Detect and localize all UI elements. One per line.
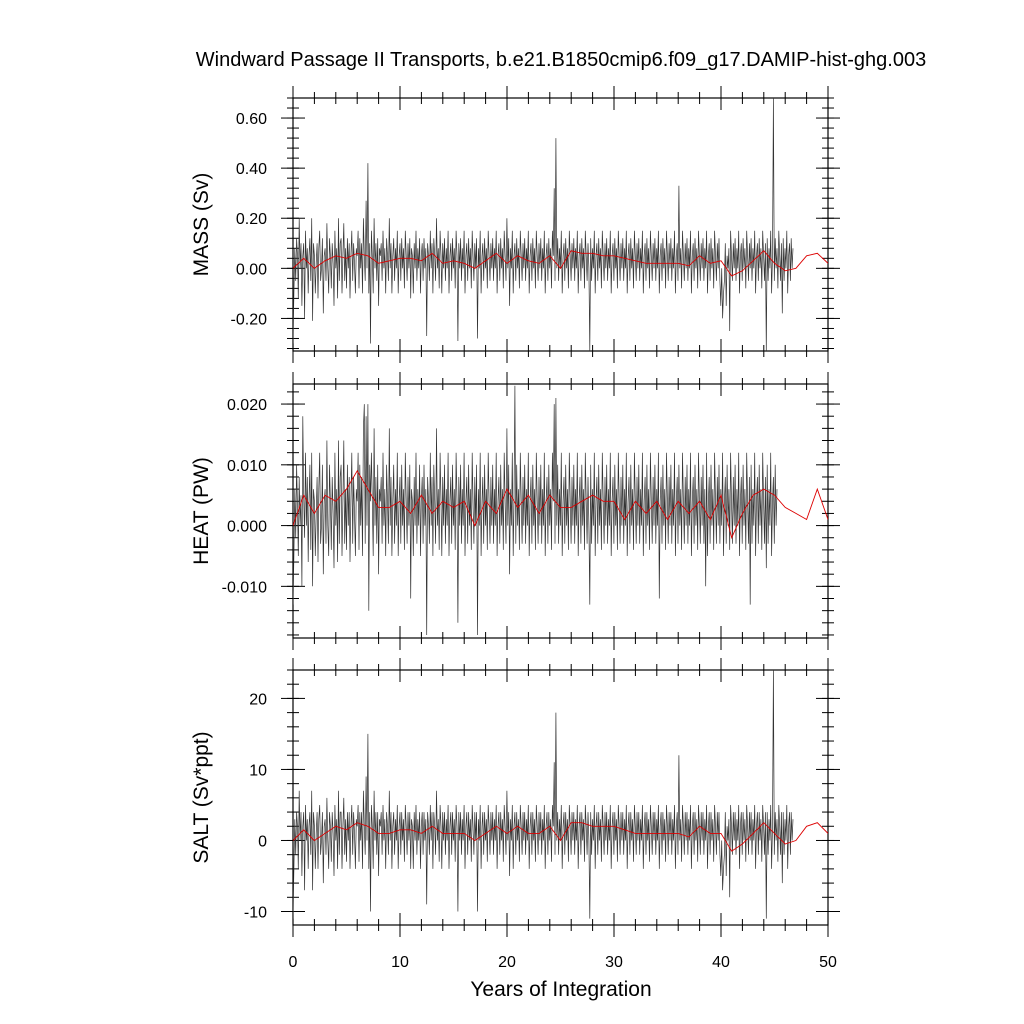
mass-panel: -0.20 0.00 0.20 0.40 0.60 MASS (Sv) (190, 86, 840, 363)
chart-title: Windward Passage II Transports, b.e21.B1… (196, 49, 926, 71)
mass-y-tick-label: 0.00 (236, 261, 267, 278)
mass-y-axis-title: MASS (Sv) (190, 173, 213, 277)
heat-y-tick-label: 0.000 (227, 519, 267, 536)
salt-annual-mean-line (293, 822, 828, 852)
heat-annual-mean-line (293, 470, 828, 540)
mass-plot-frame (292, 97, 829, 352)
salt-monthly-line (293, 670, 794, 919)
heat-y-tick-label: 0.020 (227, 397, 267, 414)
mass-annual-mean-line (293, 250, 828, 277)
salt-x-tick-label: 40 (712, 954, 730, 971)
mass-y-tick-label: 0.40 (236, 161, 267, 178)
salt-y-tick-label: 10 (249, 762, 267, 779)
x-axis-title: Years of Integration (470, 978, 651, 1001)
heat-y-axis-title: HEAT (PW) (190, 457, 213, 565)
salt-y-tick-label: 20 (249, 691, 267, 708)
heat-plot-frame (292, 383, 829, 639)
heat-y-tick-label: 0.010 (227, 458, 267, 475)
heat-panel: -0.010 0.000 0.010 0.020 HEAT (PW) (190, 372, 840, 650)
mass-y-tick-label: -0.20 (231, 311, 268, 328)
salt-y-tick-label: -10 (244, 905, 267, 922)
panels: -0.20 0.00 0.20 0.40 0.60 MASS (Sv) -0.010 0.00… (190, 86, 840, 971)
heat-y-tick-label: -0.010 (222, 579, 267, 596)
mass-y-tick-label: 0.60 (236, 111, 267, 128)
salt-y-axis-title: SALT (Sv*ppt) (190, 731, 213, 863)
salt-x-tick-label: 10 (391, 954, 409, 971)
mass-y-tick-label: 0.20 (236, 211, 267, 228)
salt-x-tick-label: 30 (605, 954, 623, 971)
salt-x-tick-label: 20 (498, 954, 516, 971)
salt-x-tick-label: 50 (819, 954, 837, 971)
salt-panel: -10 0 10 20 SALT (Sv*ppt) 0 10 20 30 40 50 (190, 658, 840, 971)
salt-x-tick-label: 0 (289, 954, 298, 971)
heat-monthly-line (293, 385, 778, 636)
salt-plot-frame (292, 669, 829, 926)
salt-y-tick-label: 0 (258, 833, 267, 850)
mass-monthly-line (293, 98, 794, 351)
